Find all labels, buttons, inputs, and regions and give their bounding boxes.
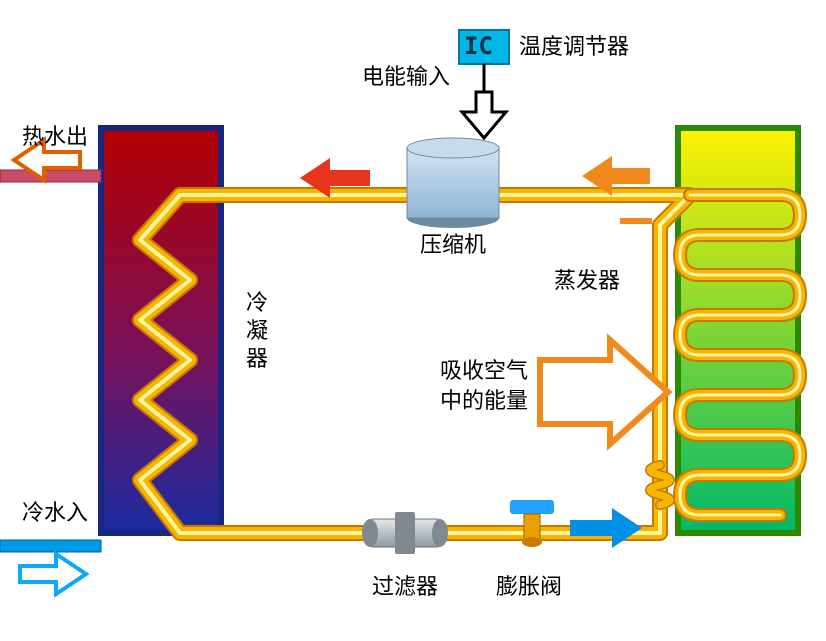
compressor-label: 压缩机 [420,232,486,258]
temp-controller-label: 温度调节器 [519,34,629,60]
filter [362,512,448,554]
diagram-svg [0,0,826,641]
compressor [407,138,499,228]
power-arrow-down [462,92,506,138]
evaporator-label: 蒸发器 [554,268,620,294]
ic-label: IC [464,32,493,61]
power-input-label: 电能输入 [362,64,450,90]
arrow-blue-right [570,508,642,548]
flow-tick [620,218,652,224]
arrow-absorb-energy [540,340,668,444]
arrow-cold-in [20,554,86,594]
condenser-label-3: 器 [246,346,268,372]
condenser-label-2: 凝 [246,318,268,344]
condenser-label-1: 冷 [246,290,268,316]
absorb-label-2: 中的能量 [440,388,528,414]
hot-out-label: 热水出 [22,124,88,150]
cold-water-pipe [0,540,101,552]
absorb-label-1: 吸收空气 [440,358,528,384]
cold-in-label: 冷水入 [22,500,88,526]
filter-label: 过滤器 [372,574,438,600]
expansion-valve-label: 膨胀阀 [496,574,562,600]
hot-water-pipe [0,170,101,182]
